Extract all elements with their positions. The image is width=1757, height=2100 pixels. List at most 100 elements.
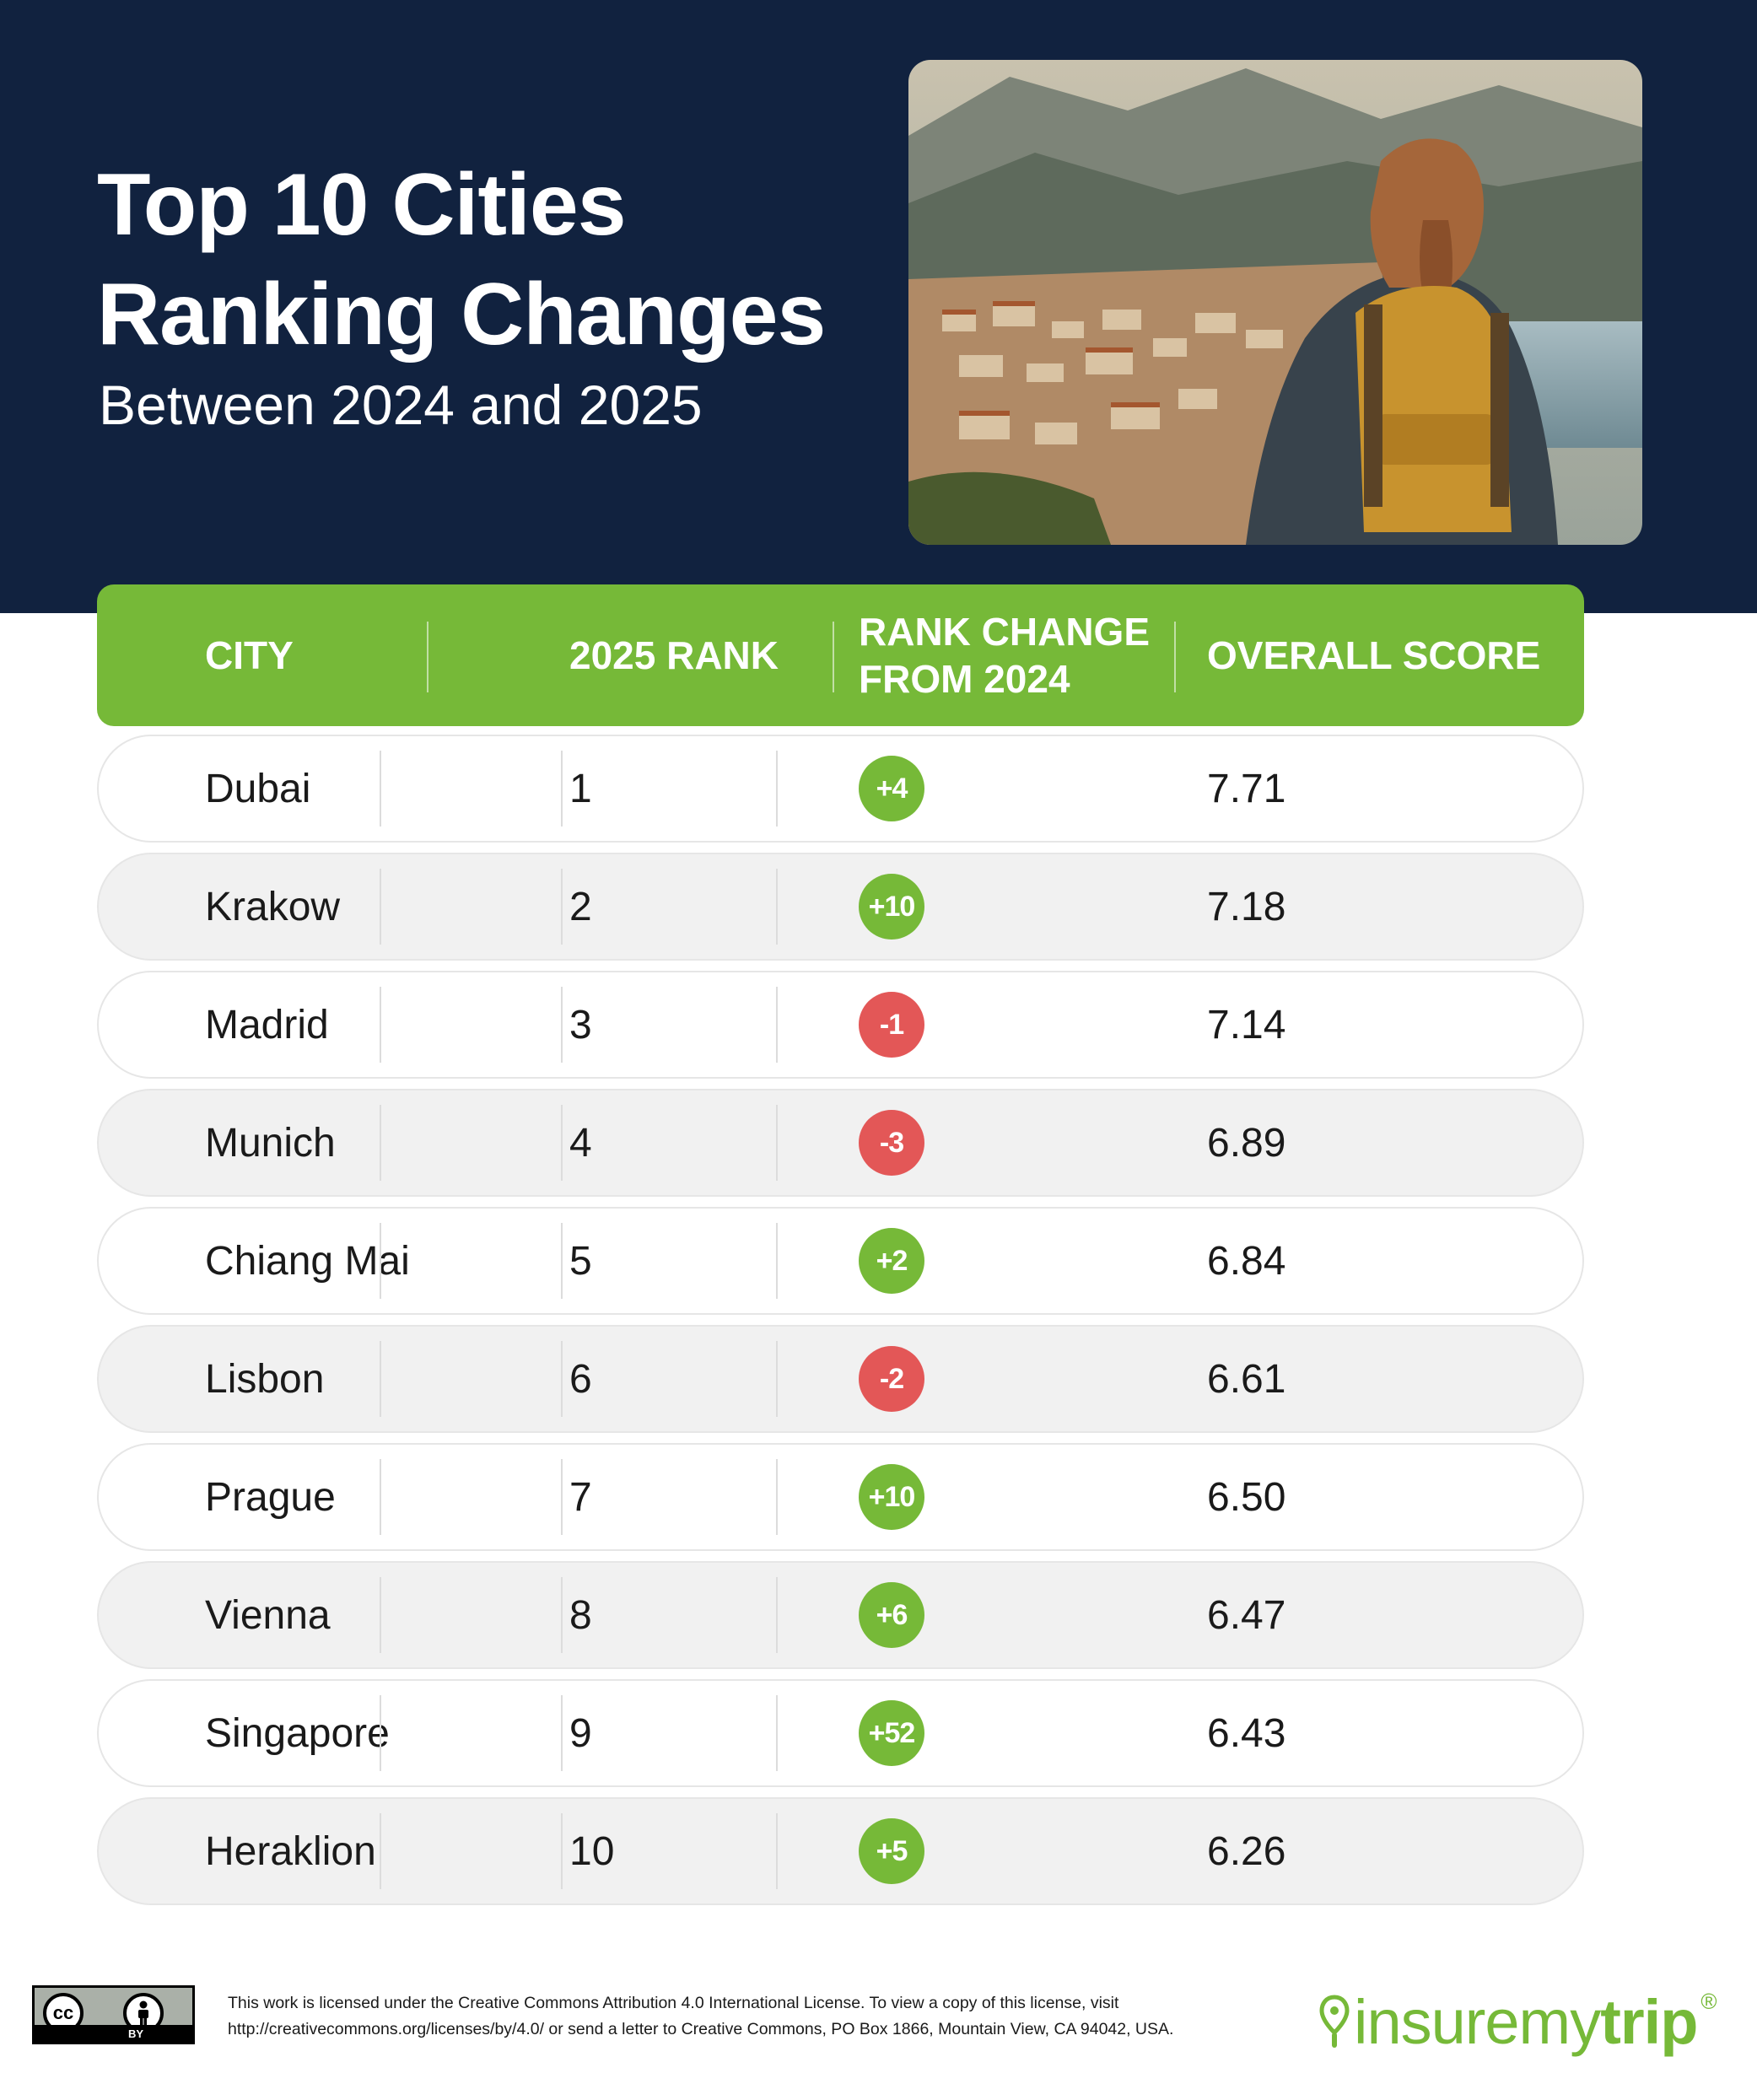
city-name: Krakow: [205, 884, 341, 929]
row-divider: [380, 751, 381, 827]
row-divider: [776, 1223, 778, 1299]
license-text: This work is licensed under the Creative…: [228, 1990, 1291, 2043]
table-row: Munich 4 -3 6.89: [97, 1089, 1584, 1197]
page-subtitle: Between 2024 and 2025: [99, 374, 703, 436]
overall-score: 7.71: [1207, 766, 1286, 811]
table-row: Vienna 8 +6 6.47: [97, 1561, 1584, 1669]
row-divider: [561, 869, 563, 945]
rank-change-badge: +6: [859, 1582, 924, 1648]
row-divider: [380, 1577, 381, 1653]
overall-score: 6.50: [1207, 1474, 1286, 1520]
rank-value: 4: [569, 1120, 592, 1166]
row-divider: [776, 1813, 778, 1889]
row-divider: [561, 1695, 563, 1771]
row-divider: [561, 1105, 563, 1181]
ranking-table: CITY 2025 RANK RANK CHANGE FROM 2024 OVE…: [97, 584, 1584, 1915]
city-name: Madrid: [205, 1002, 329, 1047]
table-header: CITY 2025 RANK RANK CHANGE FROM 2024 OVE…: [97, 584, 1584, 726]
city-name: Dubai: [205, 766, 311, 811]
row-divider: [561, 1813, 563, 1889]
row-divider: [776, 1577, 778, 1653]
rank-value: 10: [569, 1828, 615, 1874]
row-divider: [380, 1695, 381, 1771]
overall-score: 6.84: [1207, 1238, 1286, 1284]
hero-banner: Top 10 Cities Ranking Changes Between 20…: [0, 0, 1757, 613]
overall-score: 7.18: [1207, 884, 1286, 929]
rank-value: 3: [569, 1002, 592, 1047]
registered-mark: ®: [1700, 1989, 1717, 2014]
overall-score: 6.47: [1207, 1592, 1286, 1638]
row-divider: [776, 1341, 778, 1417]
rank-change-badge: -2: [859, 1346, 924, 1412]
row-divider: [561, 1341, 563, 1417]
city-name: Singapore: [205, 1710, 390, 1756]
insuremytrip-logo: insuremy trip ®: [1318, 1984, 1717, 2060]
logo-text-bold: trip: [1600, 1986, 1698, 2057]
logo-text-regular: insuremy: [1354, 1986, 1601, 2057]
rank-change-badge: +10: [859, 1464, 924, 1530]
overall-score: 6.89: [1207, 1120, 1286, 1166]
page-title: Top 10 Cities Ranking Changes: [97, 150, 826, 369]
table-row: Dubai 1 +4 7.71: [97, 735, 1584, 843]
row-divider: [776, 751, 778, 827]
row-divider: [380, 1223, 381, 1299]
overall-score: 6.43: [1207, 1710, 1286, 1756]
rank-change-badge: +5: [859, 1818, 924, 1884]
row-divider: [380, 1105, 381, 1181]
cc-by-label: BY: [127, 2027, 143, 2040]
traveler-photo-illustration: [908, 60, 1642, 545]
row-divider: [561, 751, 563, 827]
rank-value: 8: [569, 1592, 592, 1638]
rank-value: 2: [569, 884, 592, 929]
rank-value: 5: [569, 1238, 592, 1284]
table-row: Krakow 2 +10 7.18: [97, 853, 1584, 961]
rank-value: 7: [569, 1474, 592, 1520]
row-divider: [776, 987, 778, 1063]
table-row: Madrid 3 -1 7.14: [97, 971, 1584, 1079]
table-body: Dubai 1 +4 7.71 Krakow 2 +10 7.18 Madrid 3 -1 7.14 M…: [97, 735, 1584, 1905]
row-divider: [380, 1459, 381, 1535]
header-2025-rank: 2025 RANK: [569, 633, 779, 677]
row-divider: [380, 869, 381, 945]
row-divider: [776, 1459, 778, 1535]
row-divider: [561, 1459, 563, 1535]
rank-change-badge: -1: [859, 992, 924, 1058]
title-line-2: Ranking Changes: [97, 266, 826, 363]
license-line-1: This work is licensed under the Creative…: [228, 1994, 1119, 2012]
row-divider: [561, 1223, 563, 1299]
table-row: Singapore 9 +52 6.43: [97, 1679, 1584, 1787]
rank-change-badge: +4: [859, 756, 924, 821]
row-divider: [561, 987, 563, 1063]
city-name: Prague: [205, 1474, 336, 1520]
cc-badge-bar: [35, 2025, 192, 2042]
table-row: Heraklion 10 +5 6.26: [97, 1797, 1584, 1905]
row-divider: [380, 987, 381, 1063]
overall-score: 6.61: [1207, 1356, 1286, 1402]
overall-score: 7.14: [1207, 1002, 1286, 1047]
rank-value: 6: [569, 1356, 592, 1402]
row-divider: [776, 1105, 778, 1181]
row-divider: [380, 1813, 381, 1889]
row-divider: [776, 869, 778, 945]
footer: cc BY This work is licensed under the Cr…: [0, 1973, 1757, 2100]
header-rank-change: RANK CHANGE FROM 2024: [859, 610, 1150, 701]
table-row: Prague 7 +10 6.50: [97, 1443, 1584, 1551]
row-divider: [561, 1577, 563, 1653]
creative-commons-badge: cc BY: [32, 1985, 195, 2044]
header-divider: [427, 622, 428, 692]
license-line-2: http://creativecommons.org/licenses/by/4…: [228, 2020, 1174, 2038]
header-divider: [1174, 622, 1176, 692]
rank-change-badge: +10: [859, 874, 924, 940]
city-name: Munich: [205, 1120, 336, 1166]
city-name: Lisbon: [205, 1356, 325, 1402]
rank-change-badge: -3: [859, 1110, 924, 1176]
traveler-photo: [908, 60, 1642, 545]
row-divider: [380, 1341, 381, 1417]
title-line-1: Top 10 Cities: [97, 156, 627, 254]
header-city: CITY: [205, 633, 294, 677]
city-name: Vienna: [205, 1592, 331, 1638]
rank-change-badge: +52: [859, 1700, 924, 1766]
overall-score: 6.26: [1207, 1828, 1286, 1874]
city-name: Chiang Mai: [205, 1238, 410, 1284]
table-row: Chiang Mai 5 +2 6.84: [97, 1207, 1584, 1315]
